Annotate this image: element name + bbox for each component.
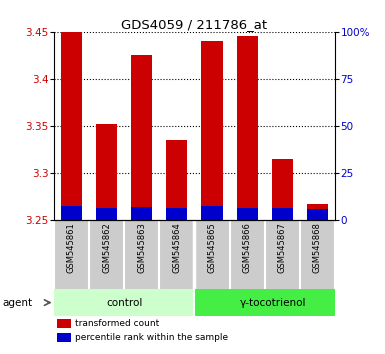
Bar <box>57 332 71 342</box>
Bar <box>131 207 152 220</box>
Text: GSM545866: GSM545866 <box>243 222 252 273</box>
Text: control: control <box>106 298 142 308</box>
Bar <box>91 220 122 289</box>
Text: GSM545864: GSM545864 <box>172 222 181 273</box>
Bar <box>272 159 293 220</box>
Text: GSM545862: GSM545862 <box>102 222 111 273</box>
Bar <box>61 206 82 220</box>
Text: GSM545861: GSM545861 <box>67 222 76 273</box>
Bar <box>307 204 328 220</box>
Text: GSM545863: GSM545863 <box>137 222 146 273</box>
Bar <box>57 319 71 329</box>
Title: GDS4059 / 211786_at: GDS4059 / 211786_at <box>121 18 268 31</box>
Bar <box>96 207 117 220</box>
Bar <box>96 124 117 220</box>
Text: γ-tocotrienol: γ-tocotrienol <box>240 298 307 308</box>
Bar <box>201 41 223 220</box>
Bar <box>301 220 333 289</box>
Bar <box>236 207 258 220</box>
Text: GSM545868: GSM545868 <box>313 222 322 273</box>
Bar <box>231 220 263 289</box>
Bar <box>166 209 187 220</box>
Bar <box>266 220 298 289</box>
Bar <box>166 140 187 220</box>
Bar <box>54 289 194 316</box>
Text: percentile rank within the sample: percentile rank within the sample <box>75 333 228 342</box>
Text: GSM545865: GSM545865 <box>208 222 216 273</box>
Bar <box>126 220 157 289</box>
Text: transformed count: transformed count <box>75 319 159 328</box>
Bar <box>56 220 87 289</box>
Bar <box>196 220 228 289</box>
Bar <box>307 210 328 220</box>
Text: GSM545867: GSM545867 <box>278 222 287 273</box>
Text: agent: agent <box>2 298 32 308</box>
Bar <box>236 36 258 220</box>
Bar <box>161 220 192 289</box>
Bar <box>61 0 82 220</box>
Bar <box>194 289 353 316</box>
Bar <box>272 209 293 220</box>
Bar <box>201 206 223 220</box>
Bar <box>131 55 152 220</box>
